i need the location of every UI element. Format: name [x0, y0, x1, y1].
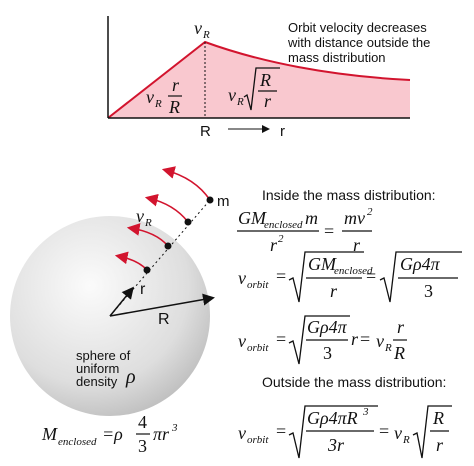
mass-point	[206, 196, 214, 204]
subscript: R	[154, 98, 162, 110]
numerator: r	[397, 317, 405, 337]
denominator: r	[270, 235, 278, 255]
exponent: 2	[367, 206, 373, 218]
symbol: v	[238, 423, 246, 443]
symbol: v	[394, 423, 402, 443]
subscript: orbit	[247, 434, 269, 446]
operator: =	[276, 421, 286, 441]
subscript: R	[236, 96, 244, 108]
mass-point	[143, 266, 151, 274]
annotation: with distance outside the	[287, 35, 430, 50]
symbol: M	[41, 424, 58, 444]
radical	[243, 67, 280, 111]
denominator: 3	[138, 436, 147, 456]
symbol: r	[351, 329, 359, 349]
subscript: orbit	[247, 342, 269, 354]
exponent: 3	[171, 422, 178, 434]
heading: Inside the mass distribution:	[262, 187, 436, 203]
sphere-figure: m v R r R sphere of uniform density ρ	[10, 166, 230, 416]
curve	[107, 40, 411, 119]
denominator: 3	[424, 281, 433, 301]
operator: =	[360, 329, 370, 349]
annotation: mass distribution	[288, 50, 386, 65]
x-label: R	[200, 123, 211, 140]
description: density	[76, 374, 118, 389]
symbol: v	[194, 18, 202, 38]
symbol: v	[136, 206, 144, 226]
numerator: Gρ4π	[307, 317, 348, 337]
denominator: 3r	[327, 435, 345, 455]
mass-label: m	[217, 193, 230, 210]
r-arrow	[109, 286, 134, 317]
numerator: Gρ4πR	[307, 408, 358, 428]
operator: =	[276, 329, 286, 349]
velocity-arrow	[144, 193, 189, 223]
subscript: R	[202, 29, 210, 41]
radical	[288, 405, 378, 459]
radius-arrow	[109, 293, 215, 317]
numerator: mv	[344, 208, 365, 228]
velocity-graph: R r Orbit velocity decreases with distan…	[107, 16, 430, 140]
numerator: Gρ4π	[400, 254, 441, 274]
annotation: Orbit velocity decreases	[288, 20, 427, 35]
subscript: R	[402, 434, 410, 446]
radical	[412, 405, 452, 459]
denominator: 3	[323, 343, 332, 363]
mass-point	[164, 242, 172, 250]
radical	[379, 251, 462, 303]
subscript: enclosed	[58, 436, 97, 448]
heading: Outside the mass distribution:	[262, 374, 446, 390]
symbol: πr	[153, 424, 170, 444]
description: sphere of	[76, 348, 131, 363]
exponent: 2	[278, 233, 284, 245]
subscript: R	[384, 342, 392, 354]
operator: =ρ	[102, 424, 123, 444]
numerator: m	[305, 208, 318, 228]
denominator: r	[330, 281, 338, 301]
denominator: R	[168, 97, 180, 117]
mass-formula: M enclosed =ρ 4 3 πr 3	[41, 412, 178, 456]
numerator: R	[432, 408, 444, 428]
operator: =	[276, 266, 286, 286]
radical	[288, 251, 364, 303]
inside-equations: Inside the mass distribution: GM enclose…	[237, 187, 462, 365]
symbol: v	[228, 85, 236, 105]
numerator: R	[259, 70, 271, 90]
operator: =	[324, 221, 334, 241]
radical	[288, 315, 350, 365]
numerator: 4	[138, 412, 147, 432]
operator: =	[366, 266, 376, 286]
symbol: v	[238, 268, 246, 288]
operator: =	[379, 421, 389, 441]
area	[108, 42, 410, 118]
x-label: r	[280, 123, 285, 140]
denominator: r	[353, 235, 361, 255]
symbol: v	[146, 87, 154, 107]
numerator: GM	[238, 208, 267, 228]
exponent: 3	[362, 406, 369, 418]
velocity-arrow	[161, 166, 211, 201]
subscript: orbit	[247, 279, 269, 291]
denominator: R	[393, 343, 405, 363]
denominator: r	[264, 91, 272, 111]
numerator: GM	[308, 254, 337, 274]
subscript: enclosed	[264, 219, 303, 231]
symbol: v	[376, 331, 384, 351]
subscript: R	[144, 217, 152, 229]
subscript: enclosed	[334, 265, 373, 277]
description: uniform	[76, 361, 119, 376]
outside-equations: Outside the mass distribution: v orbit =…	[238, 374, 452, 459]
radius-label: R	[158, 311, 170, 328]
mass-point	[184, 218, 192, 226]
r-label: r	[140, 281, 146, 298]
numerator: r	[172, 75, 180, 95]
density-symbol: ρ	[125, 366, 136, 388]
symbol: v	[238, 331, 246, 351]
denominator: r	[436, 435, 444, 455]
